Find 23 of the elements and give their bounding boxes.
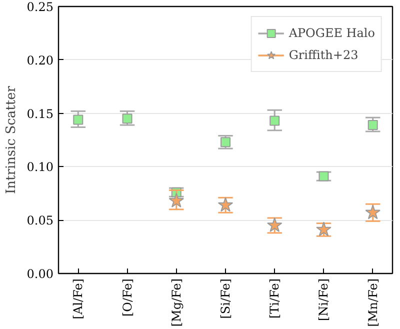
legend-label: Griffith+23 xyxy=(288,48,358,62)
y-tick-label: 0.25 xyxy=(26,0,54,14)
point xyxy=(73,114,84,125)
point xyxy=(168,192,184,208)
x-tick-label: [O/Fe] xyxy=(120,278,134,317)
point xyxy=(122,114,132,124)
y-tick-label: 0.00 xyxy=(26,267,54,281)
point xyxy=(220,137,230,148)
y-tick-label: 0.05 xyxy=(26,214,54,228)
x-tick-label: [Ni/Fe] xyxy=(316,278,331,322)
x-tick-label: [Ti/Fe] xyxy=(268,278,282,319)
x-tick-label: [Al/Fe] xyxy=(71,278,86,320)
y-axis-title: Intrinsic Scatter xyxy=(4,85,19,194)
legend-label: APOGEE Halo xyxy=(288,26,375,40)
x-tick-label: [Si/Fe] xyxy=(218,278,232,319)
point xyxy=(270,116,280,126)
x-tick-label: [Mn/Fe] xyxy=(366,278,380,327)
point xyxy=(318,171,329,182)
x-tick-label: [Mg/Fe] xyxy=(169,278,184,327)
y-tick-label: 0.15 xyxy=(26,106,54,121)
y-tick-label: 0.20 xyxy=(26,53,54,68)
y-tick-label: 0.10 xyxy=(26,160,54,174)
point xyxy=(368,120,378,130)
